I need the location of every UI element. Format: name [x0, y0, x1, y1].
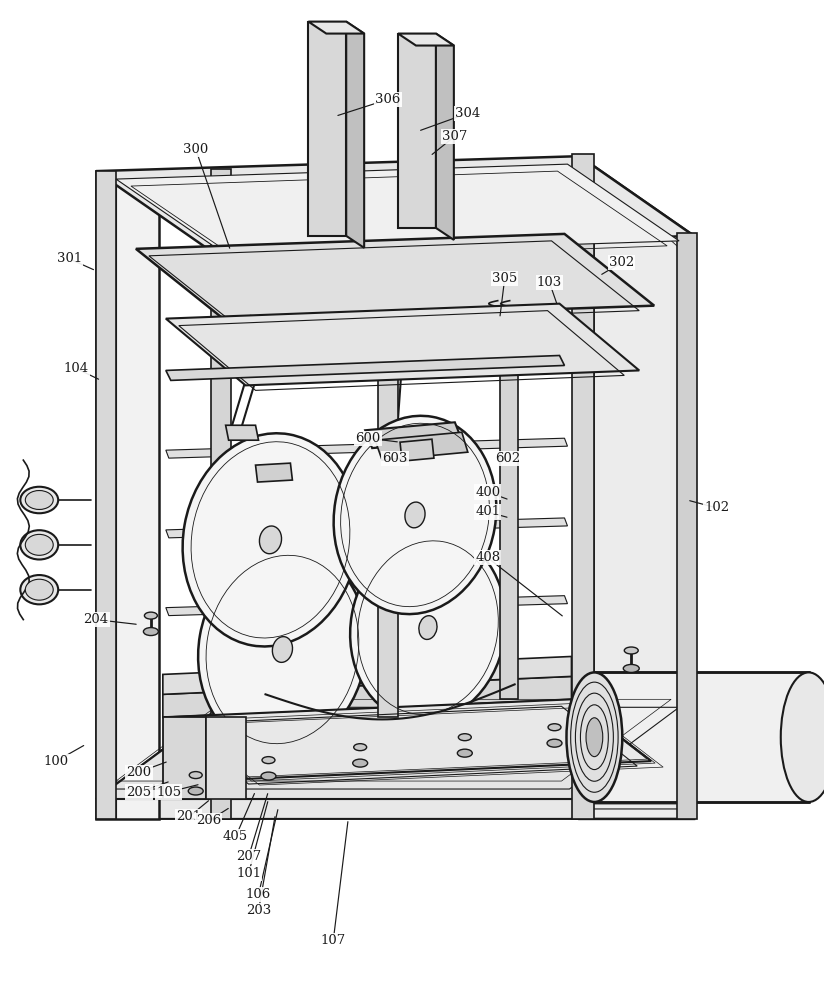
- Ellipse shape: [625, 647, 639, 654]
- Ellipse shape: [624, 664, 639, 672]
- Ellipse shape: [259, 526, 281, 554]
- Text: 304: 304: [455, 107, 480, 120]
- Ellipse shape: [457, 749, 472, 757]
- Ellipse shape: [262, 757, 275, 764]
- Text: 203: 203: [246, 904, 271, 917]
- Text: 301: 301: [57, 252, 82, 265]
- Ellipse shape: [419, 616, 437, 639]
- Text: 400: 400: [475, 486, 500, 499]
- Text: 302: 302: [609, 256, 634, 269]
- Ellipse shape: [350, 533, 506, 722]
- Ellipse shape: [272, 637, 293, 662]
- Text: 100: 100: [44, 755, 68, 768]
- Polygon shape: [500, 360, 517, 699]
- Text: 204: 204: [83, 613, 109, 626]
- Ellipse shape: [567, 672, 622, 802]
- Text: 105: 105: [156, 786, 182, 799]
- Polygon shape: [166, 596, 568, 616]
- Polygon shape: [96, 714, 694, 799]
- Ellipse shape: [333, 416, 497, 614]
- Polygon shape: [136, 234, 654, 321]
- Polygon shape: [96, 156, 694, 251]
- Text: 405: 405: [223, 830, 248, 843]
- Text: 602: 602: [495, 452, 521, 465]
- Polygon shape: [166, 438, 568, 458]
- Polygon shape: [579, 156, 694, 819]
- Text: 603: 603: [382, 452, 408, 465]
- Polygon shape: [96, 171, 159, 819]
- Text: 207: 207: [236, 850, 262, 863]
- Polygon shape: [225, 425, 258, 440]
- Text: 201: 201: [177, 810, 201, 823]
- Text: 101: 101: [236, 867, 262, 880]
- Ellipse shape: [182, 433, 358, 646]
- Polygon shape: [346, 22, 364, 248]
- Polygon shape: [96, 734, 694, 819]
- Polygon shape: [163, 656, 572, 694]
- Text: 107: 107: [321, 934, 346, 947]
- Polygon shape: [96, 171, 116, 819]
- Text: 103: 103: [537, 276, 562, 289]
- Ellipse shape: [780, 672, 825, 802]
- Ellipse shape: [586, 718, 603, 757]
- Ellipse shape: [144, 628, 158, 636]
- Polygon shape: [163, 676, 572, 717]
- Polygon shape: [400, 439, 434, 461]
- Polygon shape: [163, 717, 205, 799]
- Polygon shape: [163, 699, 651, 779]
- Polygon shape: [375, 432, 468, 460]
- Polygon shape: [365, 422, 462, 448]
- Text: 306: 306: [375, 93, 401, 106]
- Polygon shape: [166, 355, 564, 380]
- Ellipse shape: [548, 724, 561, 731]
- Polygon shape: [378, 370, 398, 717]
- Ellipse shape: [189, 772, 202, 779]
- Text: 206: 206: [196, 814, 221, 827]
- Polygon shape: [398, 34, 436, 228]
- Polygon shape: [573, 154, 594, 819]
- Text: 104: 104: [64, 362, 89, 375]
- Polygon shape: [398, 34, 454, 46]
- Text: 600: 600: [356, 432, 381, 445]
- Ellipse shape: [26, 579, 54, 600]
- Polygon shape: [166, 518, 568, 538]
- Ellipse shape: [547, 739, 562, 747]
- Polygon shape: [205, 717, 246, 799]
- Polygon shape: [116, 164, 679, 256]
- Ellipse shape: [353, 759, 368, 767]
- Text: 102: 102: [705, 501, 729, 514]
- Text: 106: 106: [246, 888, 271, 901]
- Text: 305: 305: [492, 272, 517, 285]
- Text: 408: 408: [475, 551, 500, 564]
- Ellipse shape: [188, 787, 203, 795]
- Ellipse shape: [26, 491, 54, 509]
- Text: 401: 401: [475, 505, 500, 518]
- Polygon shape: [256, 463, 292, 482]
- Ellipse shape: [21, 575, 59, 604]
- Text: 200: 200: [126, 766, 152, 779]
- Polygon shape: [436, 34, 454, 240]
- Ellipse shape: [26, 534, 54, 555]
- Polygon shape: [677, 233, 697, 819]
- Polygon shape: [594, 672, 808, 802]
- Ellipse shape: [198, 548, 367, 751]
- Text: 307: 307: [442, 130, 468, 143]
- Ellipse shape: [261, 772, 276, 780]
- Ellipse shape: [21, 487, 59, 513]
- Polygon shape: [309, 22, 346, 236]
- Polygon shape: [309, 22, 364, 34]
- Text: 300: 300: [183, 143, 209, 156]
- Polygon shape: [210, 169, 231, 819]
- Polygon shape: [166, 304, 639, 385]
- Polygon shape: [96, 714, 694, 799]
- Ellipse shape: [21, 530, 59, 559]
- Ellipse shape: [144, 612, 158, 619]
- Ellipse shape: [405, 502, 425, 528]
- Text: 205: 205: [126, 786, 152, 799]
- Ellipse shape: [354, 744, 366, 751]
- Ellipse shape: [459, 734, 471, 741]
